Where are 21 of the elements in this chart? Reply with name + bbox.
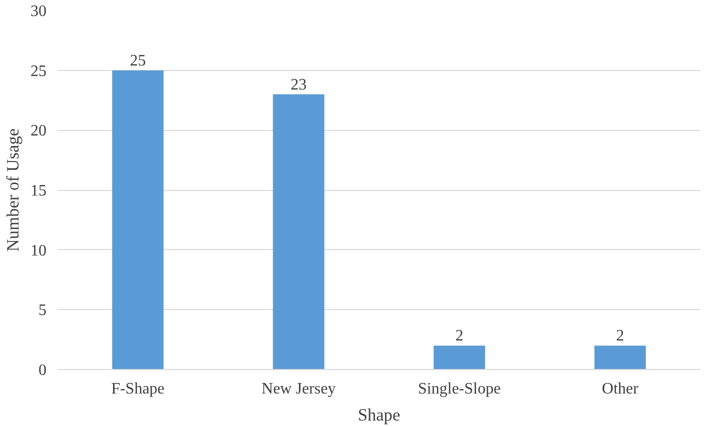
- data-label: 2: [455, 328, 464, 345]
- x-tick-label: Other: [602, 380, 640, 398]
- data-label: 23: [290, 76, 307, 94]
- y-axis-title: Number of Usage: [4, 128, 22, 252]
- data-label: 2: [616, 328, 624, 345]
- y-tick-label: 5: [38, 302, 46, 320]
- y-tick-label: 10: [30, 242, 46, 260]
- y-tick-label: 30: [30, 3, 46, 20]
- bar: [272, 94, 324, 370]
- x-axis-title: Shape: [358, 406, 400, 424]
- y-tick-label: 20: [30, 122, 46, 140]
- bar: [594, 346, 646, 370]
- x-tick-label: F-Shape: [111, 380, 165, 398]
- data-label: 25: [130, 52, 146, 70]
- bar: [112, 70, 164, 370]
- x-tick-label: Single-Slope: [418, 380, 501, 398]
- x-tick-label: New Jersey: [262, 380, 336, 398]
- y-tick-label: 25: [30, 62, 46, 80]
- y-tick-label: 15: [30, 182, 46, 200]
- y-tick-label: 0: [38, 362, 46, 379]
- bar: [434, 346, 486, 370]
